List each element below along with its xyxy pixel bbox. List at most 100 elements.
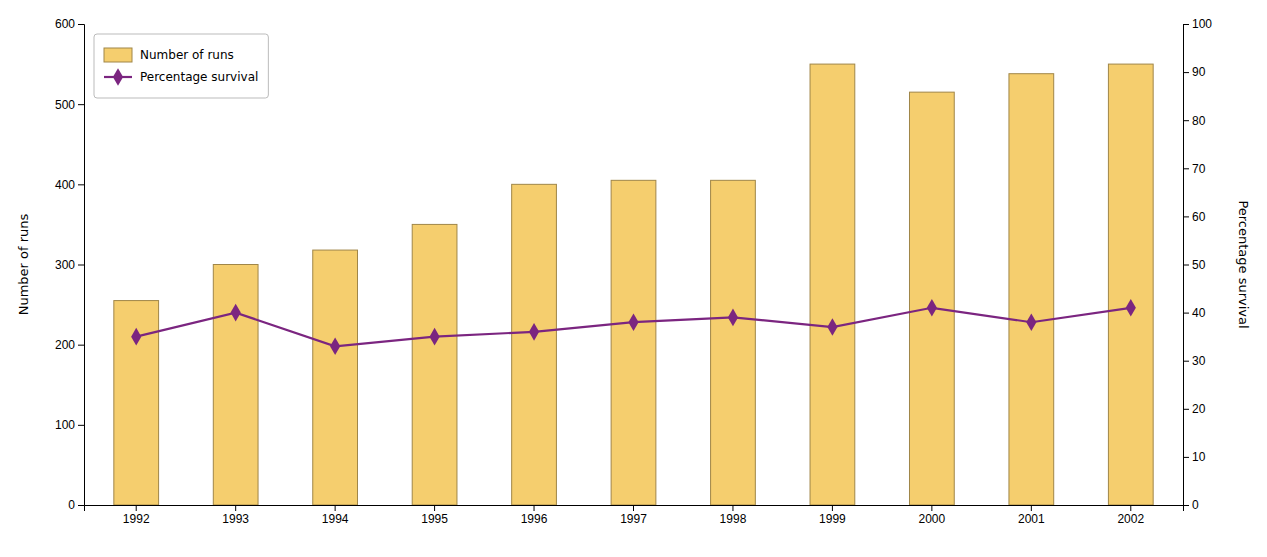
y2-tick-label: 40 [1192,306,1206,320]
y2-tick: 90 [1183,65,1206,79]
marks [114,64,1153,505]
y2-tick-label: 60 [1192,210,1206,224]
bar [512,184,557,505]
marker [728,309,738,327]
y2-axis-title: Percentage survival [1236,200,1251,328]
legend-swatch [104,48,132,62]
legend-item: Number of runs [104,48,234,62]
x-tick-mark [1130,505,1131,511]
bar [213,265,258,506]
y-tick: 300 [55,258,84,272]
y2-tick: 40 [1183,306,1206,320]
x-tick-label: 2002 [1117,512,1144,526]
y-tick-mark [78,345,84,346]
y2-tick-label: 30 [1192,354,1206,368]
y-tick-mark [78,505,84,506]
y-tick: 100 [55,418,84,432]
y2-tick-label: 20 [1192,402,1206,416]
y2-tick-label: 70 [1192,162,1206,176]
x-tick-label: 1994 [322,512,349,526]
y2-tick-label: 90 [1192,65,1206,79]
x-tick: 1993 [222,505,249,526]
y-tick-label: 400 [55,178,75,192]
bar [611,180,656,505]
marker [628,313,638,331]
y-tick: 200 [55,338,84,352]
y2-tick-mark [1183,24,1189,25]
y2-tick: 70 [1183,162,1206,176]
x-tick: 2002 [1117,505,1144,526]
bar [412,224,457,505]
x-tick: 1999 [819,505,846,526]
legend-label: Number of runs [140,48,234,62]
y-axis-line [78,25,85,506]
y2-tick-mark [1183,72,1189,73]
x-tick: 1998 [720,505,747,526]
x-tick-label: 2001 [1018,512,1045,526]
y2-tick: 60 [1183,210,1206,224]
x-tick-mark [1031,505,1032,511]
legend-box [94,34,268,98]
chart-svg: 1992199319941995199619971998199920002001… [0,0,1267,557]
y2-tick-label: 0 [1192,498,1199,512]
plot-area: 1992199319941995199619971998199920002001… [55,17,1212,525]
x-tick-mark [633,505,634,511]
y-tick-label: 600 [55,17,75,31]
x-tick-mark [832,505,833,511]
y-axis: 0 100 200 300 400 500 600 [55,17,85,512]
y2-tick-label: 50 [1192,258,1206,272]
marker [1026,313,1036,331]
x-tick-mark [931,505,932,511]
y-axis-title: Number of runs [16,213,31,315]
y2-tick: 0 [1183,498,1199,512]
y2-axis: 0 10 20 30 40 50 60 70 80 90 100 [1183,17,1212,512]
y2-tick-mark [1183,168,1189,169]
y2-tick-mark [1183,216,1189,217]
y2-tick: 100 [1183,17,1212,31]
y-tick: 400 [55,178,84,192]
x-tick-mark [732,505,733,511]
x-tick-mark [335,505,336,511]
x-tick: 2000 [919,505,946,526]
marker [231,304,241,322]
y-tick: 600 [55,17,84,31]
y-tick-label: 0 [68,498,75,512]
bar-series [114,64,1153,505]
x-tick-label: 1997 [620,512,647,526]
bar [1009,74,1054,505]
bar [313,250,358,505]
y-tick-mark [78,265,84,266]
x-tick-label: 1992 [123,512,150,526]
x-tick-label: 1999 [819,512,846,526]
y2-tick-mark [1183,361,1189,362]
y2-tick-label: 80 [1192,114,1206,128]
x-tick: 2001 [1018,505,1045,526]
y-tick-mark [78,184,84,185]
x-tick: 1994 [322,505,349,526]
legend-marker [113,68,123,86]
bar [1108,64,1153,505]
y2-tick-label: 10 [1192,450,1206,464]
marker [131,328,141,346]
y2-tick-mark [1183,457,1189,458]
y-tick-label: 500 [55,98,75,112]
y-tick: 500 [55,98,84,112]
marker [330,337,340,355]
y2-tick-mark [1183,409,1189,410]
x-tick-mark [434,505,435,511]
bar [114,301,159,505]
marker [429,328,439,346]
x-tick: 1997 [620,505,647,526]
legend: Number of runs Percentage survival [94,34,268,98]
y-tick-label: 300 [55,258,75,272]
legend-item: Percentage survival [104,68,258,86]
y2-tick: 50 [1183,258,1206,272]
y2-tick: 30 [1183,354,1206,368]
marker [927,299,937,317]
x-axis-line [85,506,1184,512]
x-tick: 1995 [421,505,448,526]
x-tick-mark [136,505,137,511]
y-tick-label: 200 [55,338,75,352]
x-tick-mark [235,505,236,511]
x-tick: 1992 [123,505,150,526]
